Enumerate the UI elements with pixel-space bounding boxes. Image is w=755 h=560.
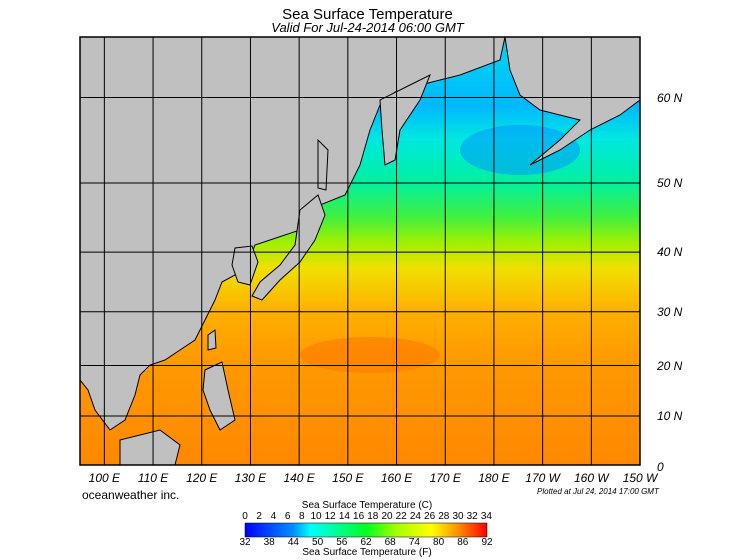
alaska-land (504, 37, 640, 166)
colorbar-tick-c: 20 (381, 511, 393, 522)
colorbar-tick-f: 44 (287, 537, 299, 548)
lon-label: 180 E (478, 471, 510, 485)
colorbar-tick-f: 80 (433, 537, 445, 548)
colorbar-tick-c: 10 (310, 511, 322, 522)
colorbar-tick-f: 92 (481, 537, 493, 548)
lon-label: 160 E (380, 471, 413, 485)
taiwan-land (207, 329, 217, 351)
lon-label: 130 E (234, 471, 267, 485)
sakhalin-land (317, 138, 329, 191)
colorbar-tick-c: 14 (338, 511, 350, 522)
lon-label: 150 W (622, 471, 658, 485)
colorbar-tick-c: 28 (438, 511, 450, 522)
colorbar-tick-f: 74 (408, 537, 420, 548)
colorbar-title-fahrenheit: Sea Surface Temperature (F) (302, 547, 432, 558)
plotted-timestamp: Plotted at Jul 24, 2014 17:00 GMT (537, 487, 659, 496)
lon-label: 110 E (137, 471, 169, 485)
colorbar-tick-c: 6 (284, 511, 291, 522)
map-title: Sea Surface Temperature (282, 6, 453, 23)
lat-label: 30 N (657, 304, 683, 319)
colorbar-tick-c: 2 (256, 511, 262, 522)
graticule (80, 37, 640, 465)
colorbar-tick-c: 16 (353, 511, 365, 522)
lat-label: 0 (657, 460, 664, 474)
colorbar-tick-f: 68 (384, 537, 396, 548)
colorbar-tick-c: 4 (270, 511, 277, 522)
colorbar-tick-f: 86 (457, 537, 469, 548)
colorbar-tick-f: 56 (336, 537, 348, 548)
colorbar-tick-c: 32 (466, 511, 478, 522)
lon-label: 120 E (186, 471, 218, 485)
lon-label: 170 W (525, 471, 560, 485)
colorbar-tick-c: 24 (409, 511, 421, 522)
colorbar-tick-c: 18 (367, 511, 379, 522)
brand-label: oceanweather inc. (82, 488, 180, 502)
colorbar-tick-c: 26 (424, 511, 436, 522)
colorbar-tick-f: 50 (312, 537, 324, 548)
japan-land (251, 194, 326, 301)
colorbar-tick-c: 22 (395, 511, 407, 522)
lat-label: 40 N (657, 245, 683, 260)
lon-label: 170 E (429, 471, 461, 485)
map-frame (79, 36, 641, 466)
lat-label: 10 N (657, 409, 683, 424)
colorbar-tick-c: 0 (242, 511, 248, 522)
map-subtitle: Valid For Jul-24-2014 06:00 GMT (271, 20, 464, 35)
colorbar-tick-c: 30 (452, 511, 464, 522)
lat-label: 60 N (657, 90, 683, 105)
lon-label: 160 W (574, 471, 609, 485)
colorbar-tick-f: 62 (360, 537, 372, 548)
colorbar-tick-c: 34 (480, 511, 492, 522)
colorbar-tick-f: 32 (239, 537, 251, 548)
philippines-land (202, 361, 236, 431)
colorbar-tick-c: 8 (299, 511, 305, 522)
colorbar-title-celsius: Sea Surface Temperature (C) (301, 500, 433, 511)
colorbar-tick-f: 38 (263, 537, 275, 548)
lon-label: 140 E (283, 471, 315, 485)
lon-label: 100 E (88, 471, 121, 485)
lat-label: 20 N (657, 358, 683, 373)
lat-label: 50 N (657, 175, 683, 190)
colorbar (244, 522, 488, 538)
colorbar-tick-c: 12 (324, 511, 336, 522)
lon-label: 150 E (332, 471, 364, 485)
